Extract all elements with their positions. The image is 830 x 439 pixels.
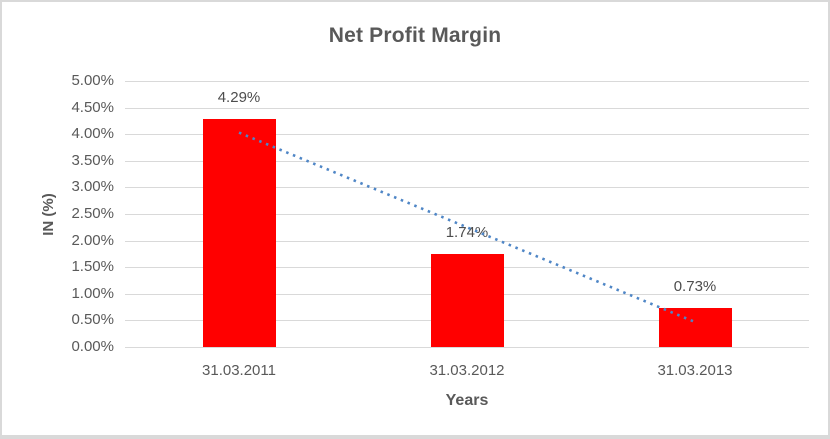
y-tick-label: 5.00% xyxy=(71,72,114,89)
x-category-label: 31.03.2013 xyxy=(657,362,733,379)
y-tick-label: 2.00% xyxy=(71,231,114,249)
x-category-label: 31.03.2011 xyxy=(202,362,276,379)
bar xyxy=(658,308,732,347)
bar xyxy=(430,254,504,347)
y-tick-label: 3.00% xyxy=(71,178,114,196)
y-tick-label: 1.00% xyxy=(71,284,114,302)
bar-data-label: 0.73% xyxy=(673,278,717,296)
bar-data-label: 1.74% xyxy=(445,224,489,242)
x-axis-title: Years xyxy=(445,392,489,409)
y-tick-label: 3.50% xyxy=(71,151,114,169)
y-tick-label: 4.50% xyxy=(71,98,114,116)
gridline xyxy=(125,107,809,109)
gridline xyxy=(125,81,809,82)
y-tick-label: 1.50% xyxy=(71,258,114,276)
chart-title: Net Profit Margin xyxy=(328,24,502,47)
bar-data-label: 4.29% xyxy=(217,88,261,106)
x-category-label: 31.03.2012 xyxy=(429,362,505,379)
y-tick-label: 0.00% xyxy=(71,338,114,355)
gridline xyxy=(125,347,809,348)
y-tick-label: 4.00% xyxy=(71,125,114,143)
y-tick-label: 0.50% xyxy=(71,311,114,329)
bar xyxy=(202,118,276,347)
y-tick-label: 2.50% xyxy=(71,205,114,222)
